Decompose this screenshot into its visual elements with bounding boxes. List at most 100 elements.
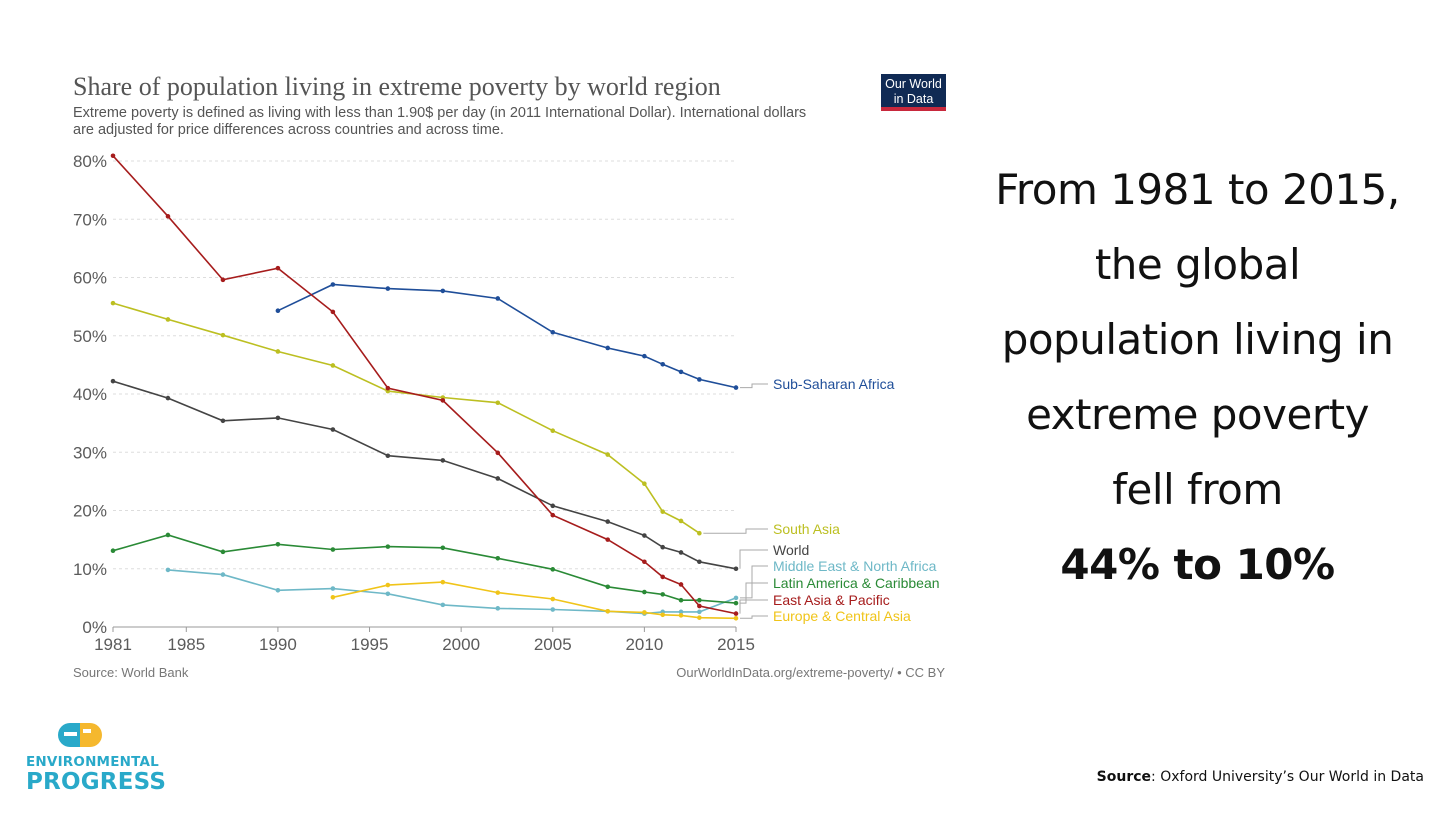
data-point[interactable] bbox=[110, 548, 116, 553]
data-point[interactable] bbox=[678, 609, 684, 615]
data-point[interactable] bbox=[385, 453, 391, 459]
series-line[interactable] bbox=[112, 155, 737, 615]
series-label[interactable]: Europe & Central Asia bbox=[773, 608, 911, 624]
data-point[interactable] bbox=[495, 450, 501, 456]
data-point[interactable] bbox=[550, 607, 556, 612]
data-point[interactable] bbox=[550, 428, 556, 433]
data-point[interactable] bbox=[642, 481, 647, 487]
data-point[interactable] bbox=[642, 559, 647, 565]
series-line[interactable] bbox=[112, 380, 737, 570]
data-point[interactable] bbox=[678, 550, 684, 555]
data-point[interactable] bbox=[605, 537, 611, 542]
data-point[interactable] bbox=[660, 509, 666, 514]
data-point[interactable] bbox=[165, 395, 171, 401]
data-point[interactable] bbox=[642, 589, 647, 595]
data-point[interactable] bbox=[678, 369, 684, 375]
data-point[interactable] bbox=[605, 345, 611, 351]
data-point[interactable] bbox=[275, 349, 281, 354]
data-point[interactable] bbox=[605, 452, 611, 457]
data-point[interactable] bbox=[330, 586, 336, 591]
data-point[interactable] bbox=[220, 332, 226, 338]
data-point[interactable] bbox=[605, 584, 611, 590]
data-point[interactable] bbox=[550, 503, 556, 509]
data-point[interactable] bbox=[697, 603, 702, 609]
data-point[interactable] bbox=[440, 579, 446, 585]
data-point[interactable] bbox=[440, 602, 446, 608]
data-point[interactable] bbox=[642, 353, 647, 359]
data-point[interactable] bbox=[385, 582, 391, 588]
data-point[interactable] bbox=[385, 591, 391, 597]
data-point[interactable] bbox=[660, 592, 666, 597]
series-europe-central-asia[interactable] bbox=[330, 579, 739, 621]
data-point[interactable] bbox=[110, 153, 116, 159]
data-point[interactable] bbox=[550, 567, 556, 572]
data-point[interactable] bbox=[733, 611, 739, 616]
data-point[interactable] bbox=[733, 615, 739, 621]
series-latin-america-caribbean[interactable] bbox=[110, 532, 739, 606]
data-point[interactable] bbox=[110, 300, 116, 306]
data-point[interactable] bbox=[385, 286, 391, 291]
data-point[interactable] bbox=[697, 559, 702, 565]
data-point[interactable] bbox=[440, 288, 446, 294]
data-point[interactable] bbox=[330, 363, 336, 368]
data-point[interactable] bbox=[495, 555, 501, 561]
data-point[interactable] bbox=[733, 595, 739, 601]
series-middle-east-north-africa[interactable] bbox=[165, 567, 739, 616]
data-point[interactable] bbox=[495, 606, 501, 611]
data-point[interactable] bbox=[495, 590, 501, 595]
data-point[interactable] bbox=[220, 549, 226, 555]
data-point[interactable] bbox=[330, 282, 336, 287]
data-point[interactable] bbox=[440, 398, 446, 403]
data-point[interactable] bbox=[678, 518, 684, 524]
series-label[interactable]: World bbox=[773, 542, 809, 558]
data-point[interactable] bbox=[733, 566, 739, 572]
data-point[interactable] bbox=[440, 458, 446, 463]
data-point[interactable] bbox=[165, 317, 171, 322]
data-point[interactable] bbox=[550, 329, 556, 335]
series-label[interactable]: Latin America & Caribbean bbox=[773, 575, 940, 591]
data-point[interactable] bbox=[733, 600, 739, 606]
data-point[interactable] bbox=[220, 572, 226, 577]
data-point[interactable] bbox=[697, 615, 702, 620]
data-point[interactable] bbox=[678, 613, 684, 618]
data-point[interactable] bbox=[660, 361, 666, 367]
data-point[interactable] bbox=[678, 597, 684, 603]
data-point[interactable] bbox=[697, 609, 702, 615]
data-point[interactable] bbox=[605, 519, 611, 524]
data-point[interactable] bbox=[275, 588, 281, 593]
owid-logo[interactable]: Our World in Data bbox=[881, 74, 946, 111]
data-point[interactable] bbox=[330, 547, 336, 552]
series-world[interactable] bbox=[110, 378, 739, 572]
data-point[interactable] bbox=[678, 582, 684, 587]
series-sub-saharan-africa[interactable] bbox=[275, 282, 739, 390]
data-point[interactable] bbox=[275, 265, 281, 271]
series-line[interactable] bbox=[332, 581, 737, 620]
data-point[interactable] bbox=[330, 594, 336, 600]
data-point[interactable] bbox=[660, 574, 666, 580]
data-point[interactable] bbox=[440, 545, 446, 551]
data-point[interactable] bbox=[165, 214, 171, 219]
series-east-asia-pacific[interactable] bbox=[110, 153, 739, 616]
series-line[interactable] bbox=[112, 302, 700, 534]
data-point[interactable] bbox=[110, 378, 116, 384]
data-point[interactable] bbox=[697, 530, 702, 536]
data-point[interactable] bbox=[642, 533, 647, 538]
series-line[interactable] bbox=[277, 283, 737, 389]
data-point[interactable] bbox=[330, 309, 336, 315]
data-point[interactable] bbox=[697, 597, 702, 603]
data-point[interactable] bbox=[275, 541, 281, 547]
data-point[interactable] bbox=[220, 277, 226, 283]
data-point[interactable] bbox=[660, 612, 666, 618]
series-label[interactable]: Sub-Saharan Africa bbox=[773, 376, 895, 392]
data-point[interactable] bbox=[165, 567, 171, 573]
data-point[interactable] bbox=[495, 400, 501, 406]
environmental-progress-logo[interactable]: ENVIRONMENTAL PROGRESS bbox=[26, 720, 166, 794]
data-point[interactable] bbox=[220, 418, 226, 424]
data-point[interactable] bbox=[605, 608, 611, 614]
data-point[interactable] bbox=[642, 610, 647, 615]
data-point[interactable] bbox=[495, 476, 501, 481]
data-point[interactable] bbox=[275, 308, 281, 314]
data-point[interactable] bbox=[697, 377, 702, 382]
data-point[interactable] bbox=[165, 532, 171, 538]
data-point[interactable] bbox=[660, 544, 666, 550]
